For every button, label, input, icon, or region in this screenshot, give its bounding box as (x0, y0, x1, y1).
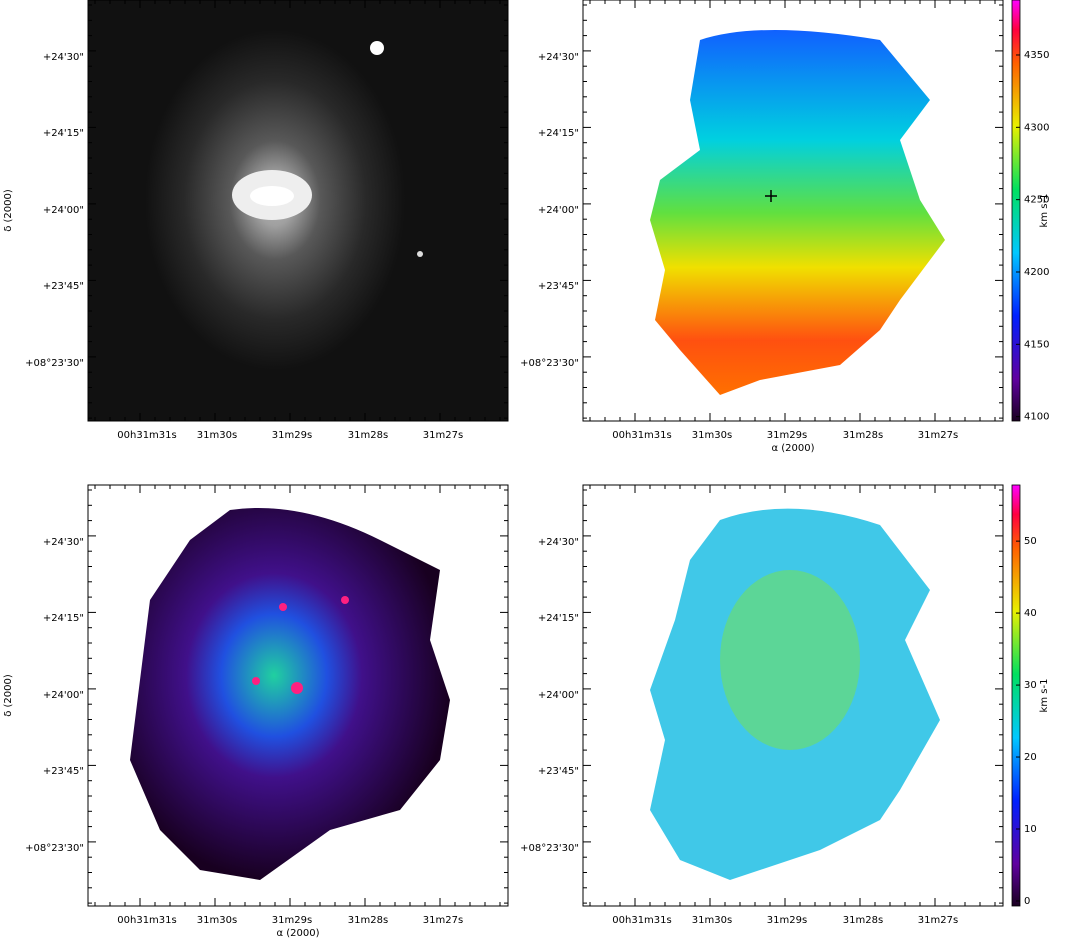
colorbar-label: km s-1 (1039, 194, 1050, 228)
hii-region (252, 677, 260, 685)
x-tick-label: 31m30s (692, 430, 732, 441)
y-tick-label: +24'00" (538, 690, 579, 701)
x-tick-label: 00h31m31s (612, 430, 671, 441)
y-tick-label: +24'30" (43, 537, 84, 548)
star (370, 41, 384, 55)
x-tick-label: 31m28s (348, 430, 388, 441)
colorbar-tick-label: 4100 (1024, 412, 1049, 423)
hii-region (291, 682, 303, 694)
velocity-map (650, 30, 945, 395)
hii-region (341, 596, 349, 604)
x-tick-label: 31m27s (918, 430, 958, 441)
x-tick-label: 00h31m31s (612, 915, 671, 926)
x-tick-label: 31m30s (197, 430, 237, 441)
x-axis-label: α (2000) (276, 928, 319, 939)
y-tick-label: +24'30" (538, 52, 579, 63)
y-tick-label: +24'30" (43, 52, 84, 63)
y-tick-label: +24'00" (538, 205, 579, 216)
x-tick-label: 00h31m31s (117, 915, 176, 926)
y-tick-label: +08°23'30" (520, 843, 579, 854)
y-tick-label: +24'15" (43, 613, 84, 624)
y-tick-label: +24'15" (43, 128, 84, 139)
colorbar-tick-label: 10 (1024, 824, 1037, 835)
x-tick-label: 31m29s (272, 915, 312, 926)
y-tick-label: +24'15" (538, 613, 579, 624)
colorbar (1011, 484, 1021, 907)
colorbar-tick-label: 20 (1024, 752, 1037, 763)
dispersion-core (720, 570, 860, 750)
y-tick-label: +23'45" (43, 766, 84, 777)
x-tick-label: 31m29s (767, 430, 807, 441)
x-tick-label: 31m27s (423, 915, 463, 926)
colorbar (1011, 0, 1021, 422)
y-axis-label: δ (2000) (3, 674, 14, 717)
y-tick-label: +24'30" (538, 537, 579, 548)
center-cross (765, 190, 777, 202)
y-tick-label: +08°23'30" (25, 843, 84, 854)
y-tick-label: +23'45" (538, 281, 579, 292)
y-tick-label: +08°23'30" (25, 358, 84, 369)
panel-frame (582, 484, 1004, 907)
x-tick-label: 31m28s (348, 915, 388, 926)
x-tick-label: 31m29s (767, 915, 807, 926)
x-tick-label: 31m28s (843, 430, 883, 441)
x-tick-label: 31m28s (843, 915, 883, 926)
galaxy-core (250, 186, 294, 206)
flux-map (130, 508, 450, 880)
y-tick-label: +24'15" (538, 128, 579, 139)
x-tick-label: 00h31m31s (117, 430, 176, 441)
colorbar-tick-label: 4150 (1024, 339, 1049, 350)
star (417, 251, 423, 257)
x-axis-label: α (2000) (771, 443, 814, 454)
colorbar-tick-label: 4250 (1024, 195, 1049, 206)
colorbar-tick-label: 30 (1024, 680, 1037, 691)
panel-images (88, 0, 1003, 906)
y-tick-label: +23'45" (43, 281, 84, 292)
colorbar-tick-label: 40 (1024, 608, 1037, 619)
y-tick-label: +08°23'30" (520, 358, 579, 369)
panel-frame (87, 484, 509, 907)
x-tick-label: 31m30s (197, 915, 237, 926)
colorbar-tick-label: 50 (1024, 536, 1037, 547)
x-tick-label: 31m27s (423, 430, 463, 441)
panel-frame (582, 0, 1004, 422)
x-tick-label: 31m30s (692, 915, 732, 926)
panel-frame (87, 0, 509, 422)
colorbar-tick-label: 4350 (1024, 50, 1049, 61)
x-tick-label: 31m29s (272, 430, 312, 441)
hii-region (279, 603, 287, 611)
x-tick-label: 31m27s (918, 915, 958, 926)
y-tick-label: +24'00" (43, 205, 84, 216)
y-tick-label: +23'45" (538, 766, 579, 777)
y-tick-label: +24'00" (43, 690, 84, 701)
colorbar-tick-label: 4300 (1024, 122, 1049, 133)
colorbar-tick-label: 0 (1024, 896, 1030, 907)
y-axis-label: δ (2000) (3, 189, 14, 232)
colorbar-label: km s-1 (1039, 679, 1050, 713)
colorbar-tick-label: 4200 (1024, 267, 1049, 278)
